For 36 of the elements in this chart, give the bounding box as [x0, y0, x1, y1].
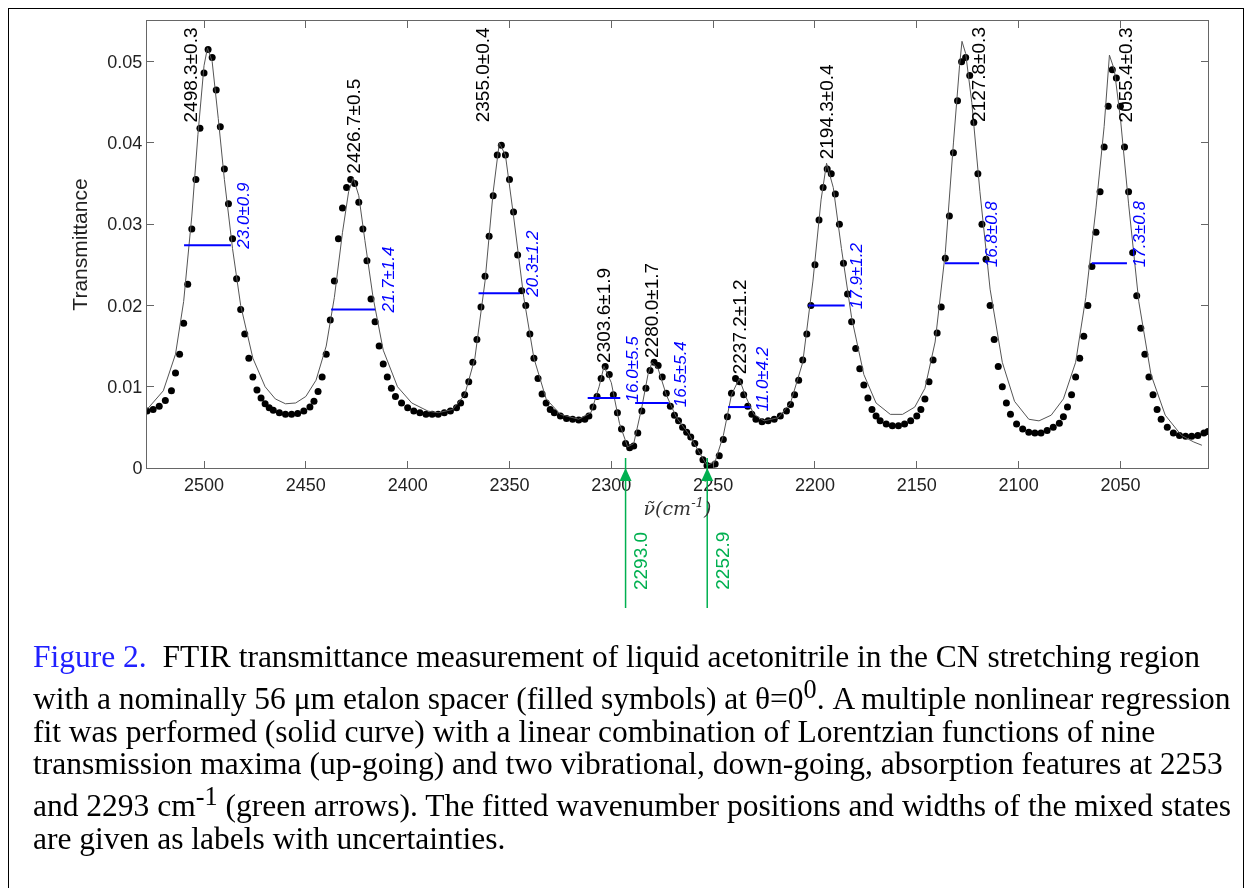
x-tick-label: 2500: [184, 474, 225, 495]
y-tick-label: 0.04: [107, 133, 143, 154]
annotation: 2127.8±0.3: [967, 27, 989, 122]
y-tick-label: 0.02: [107, 295, 143, 316]
annotation: 11.0±4.2: [753, 346, 773, 412]
x-tick-label: 2100: [998, 474, 1039, 495]
y-tick-label: 0.05: [107, 51, 143, 72]
annotation: 16.0±5.5: [623, 335, 643, 403]
y-axis-title: Transmittance: [67, 178, 91, 311]
annotation: 17.3±0.8: [1129, 200, 1149, 268]
annotation: 20.3±1.2: [523, 230, 543, 298]
annotation: 2280.0±1.7: [641, 262, 663, 358]
annotation: 2194.3±0.4: [815, 63, 837, 160]
annotation: 17.9±1.2: [847, 242, 867, 310]
y-tick-label: 0: [132, 458, 143, 479]
annotation: 2355.0±0.4: [472, 26, 494, 123]
annotation: 2303.6±1.9: [593, 267, 615, 363]
annotation: 16.8±0.8: [981, 200, 1001, 268]
ref-line-label: 2252.9: [711, 531, 733, 590]
annotation: 2055.4±0.3: [1115, 27, 1137, 123]
annotation: 21.7±1.4: [378, 246, 398, 314]
caption: Figure 2.: [33, 639, 148, 674]
annotation: 2237.2±1.2: [729, 279, 751, 375]
y-tick-label: 0.03: [107, 214, 143, 235]
x-tick-label: 2350: [489, 474, 530, 495]
y-tick-label: 0.01: [107, 377, 143, 398]
x-tick-label: 2450: [285, 474, 326, 495]
annotation: 2426.7±0.5: [342, 78, 364, 174]
x-tick-label: 2200: [794, 474, 835, 495]
x-tick-label: 2050: [1100, 474, 1141, 495]
ref-line-label: 2293.0: [630, 531, 652, 591]
x-tick-label: 2150: [896, 474, 937, 495]
x-tick-label: 2400: [387, 474, 428, 495]
annotation: 2498.3±0.3: [180, 27, 202, 123]
annotation: 16.5±5.4: [671, 341, 691, 408]
annotation: 23.0±0.9: [234, 182, 254, 250]
